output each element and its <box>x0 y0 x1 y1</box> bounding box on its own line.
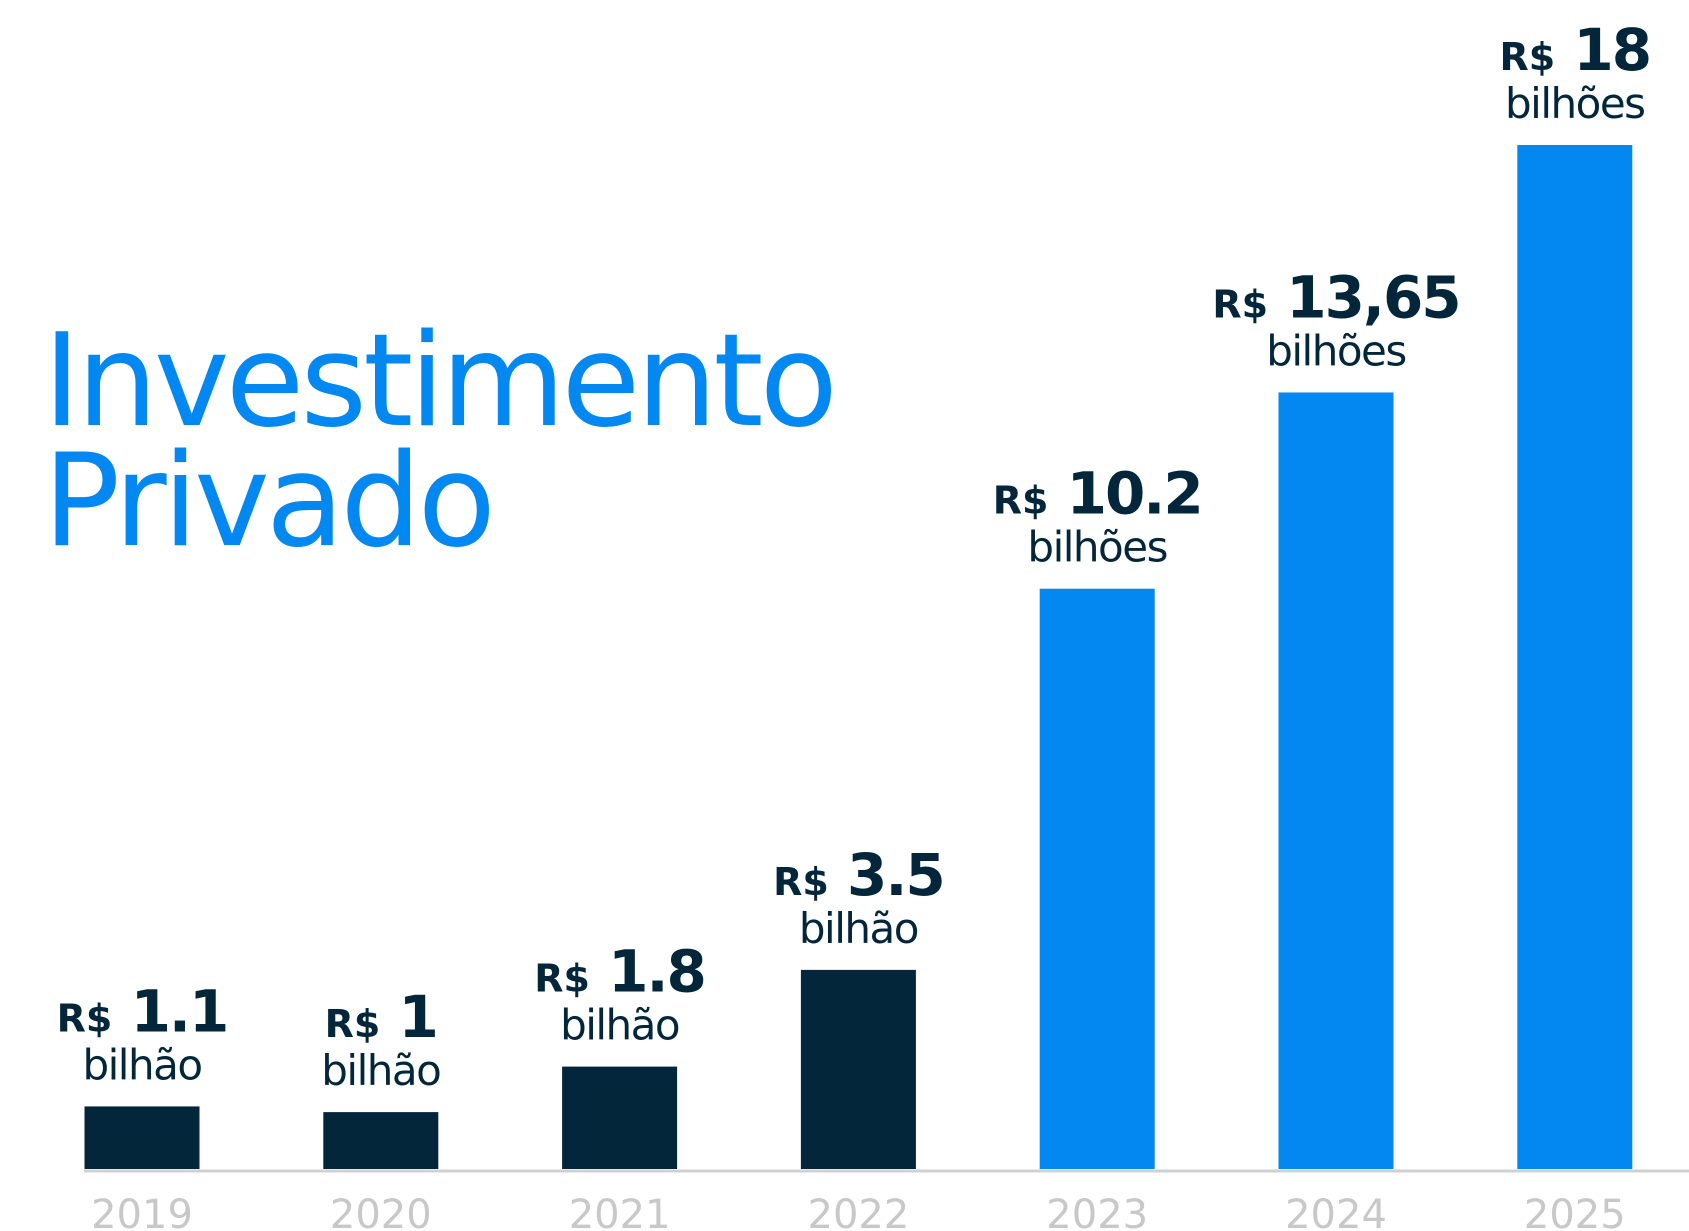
x-tick-label: 2022 <box>808 1192 910 1231</box>
value-label: R$ 13,65 bilhões <box>1212 263 1459 375</box>
x-tick-label: 2019 <box>91 1192 193 1231</box>
bar <box>1039 588 1155 1169</box>
x-tick-label: 2024 <box>1285 1192 1387 1231</box>
value-label: R$ 3.5 bilhão <box>773 841 944 953</box>
value-label: R$ 1.1 bilhão <box>57 977 228 1089</box>
x-tick-label: 2020 <box>330 1192 432 1231</box>
value-label: R$ 18 bilhões <box>1499 16 1650 128</box>
value-label: R$ 10.2 bilhões <box>993 460 1202 572</box>
x-tick-label: 2023 <box>1046 1192 1148 1231</box>
bar <box>1517 145 1633 1169</box>
bar <box>84 1106 200 1169</box>
bar <box>1278 392 1394 1169</box>
value-label: R$ 1 bilhão <box>321 983 440 1095</box>
value-label: R$ 1.8 bilhão <box>534 938 705 1050</box>
bar <box>562 1066 678 1169</box>
x-tick-label: 2025 <box>1524 1192 1626 1231</box>
bar <box>800 969 916 1169</box>
x-tick-label: 2021 <box>569 1192 671 1231</box>
chart-title: Investimento Privado <box>43 307 834 576</box>
bar <box>323 1112 439 1169</box>
